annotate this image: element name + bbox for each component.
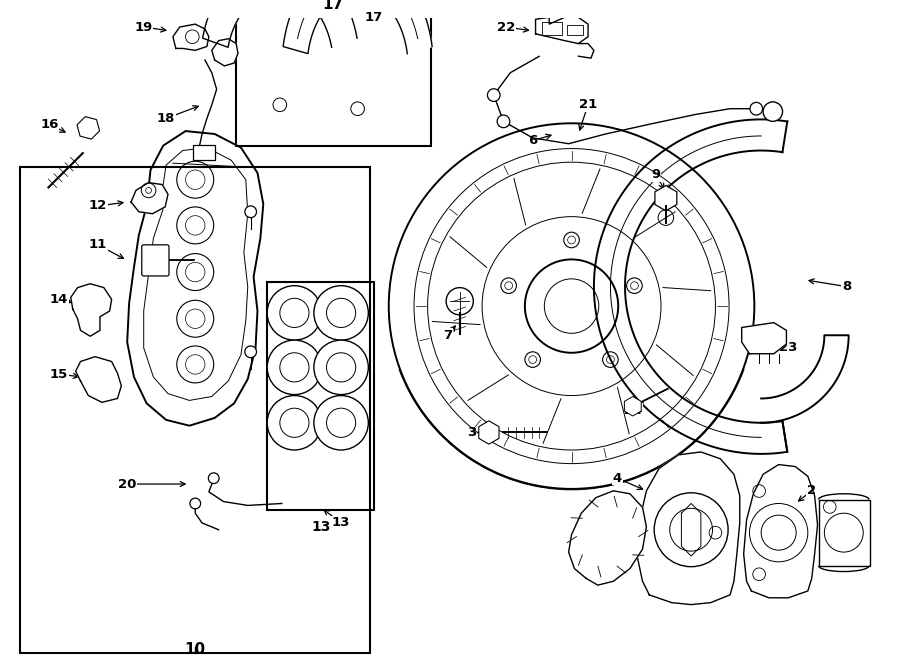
Text: 13: 13 (332, 516, 350, 529)
Circle shape (488, 89, 500, 101)
Circle shape (750, 102, 762, 115)
Text: 24: 24 (624, 404, 642, 416)
Bar (20, 167, 370, 653)
Text: 23: 23 (779, 341, 797, 354)
Polygon shape (536, 17, 588, 44)
Text: 21: 21 (579, 98, 598, 111)
Bar (236, 9, 430, 145)
Text: 9: 9 (652, 169, 661, 181)
Polygon shape (636, 452, 740, 605)
Text: 10: 10 (184, 642, 206, 657)
Circle shape (314, 286, 368, 340)
Polygon shape (71, 284, 112, 336)
Polygon shape (212, 39, 238, 66)
Text: 14: 14 (50, 293, 68, 306)
Text: 22: 22 (498, 20, 516, 34)
Circle shape (190, 498, 201, 509)
Circle shape (209, 473, 219, 484)
Circle shape (267, 286, 321, 340)
Polygon shape (76, 357, 122, 403)
Text: 17: 17 (365, 11, 383, 24)
Text: 8: 8 (842, 280, 851, 293)
Polygon shape (761, 335, 849, 423)
Polygon shape (131, 182, 168, 214)
FancyBboxPatch shape (142, 245, 169, 276)
Text: 17: 17 (323, 0, 344, 12)
Text: 12: 12 (89, 200, 107, 212)
Circle shape (446, 288, 473, 315)
Text: 20: 20 (118, 477, 137, 490)
Circle shape (314, 395, 368, 450)
Circle shape (267, 395, 321, 450)
Circle shape (389, 124, 754, 489)
Polygon shape (202, 0, 357, 48)
Text: 13: 13 (311, 520, 330, 534)
Text: 19: 19 (135, 20, 153, 34)
Polygon shape (173, 24, 209, 50)
Polygon shape (743, 465, 817, 598)
Bar (194, 145, 215, 160)
Text: 2: 2 (807, 485, 816, 497)
Circle shape (245, 206, 256, 217)
Bar (267, 282, 374, 510)
Polygon shape (284, 0, 432, 54)
Polygon shape (569, 491, 646, 585)
Circle shape (314, 340, 368, 395)
Text: 7: 7 (444, 329, 453, 342)
Text: 1: 1 (859, 530, 868, 543)
Bar (567, 25, 583, 35)
Text: 4: 4 (613, 472, 622, 485)
Text: 15: 15 (50, 368, 68, 381)
Text: 3: 3 (467, 426, 476, 439)
Bar (820, 500, 870, 566)
Circle shape (267, 340, 321, 395)
Circle shape (245, 346, 256, 358)
Circle shape (763, 102, 782, 122)
Text: 11: 11 (89, 239, 107, 251)
Text: 6: 6 (528, 134, 537, 147)
Text: 5: 5 (574, 545, 583, 559)
Bar (543, 22, 562, 35)
Text: 18: 18 (157, 112, 176, 125)
Polygon shape (127, 131, 264, 426)
Circle shape (497, 115, 509, 128)
Polygon shape (742, 323, 787, 354)
Text: 16: 16 (40, 118, 58, 131)
Polygon shape (594, 120, 788, 454)
